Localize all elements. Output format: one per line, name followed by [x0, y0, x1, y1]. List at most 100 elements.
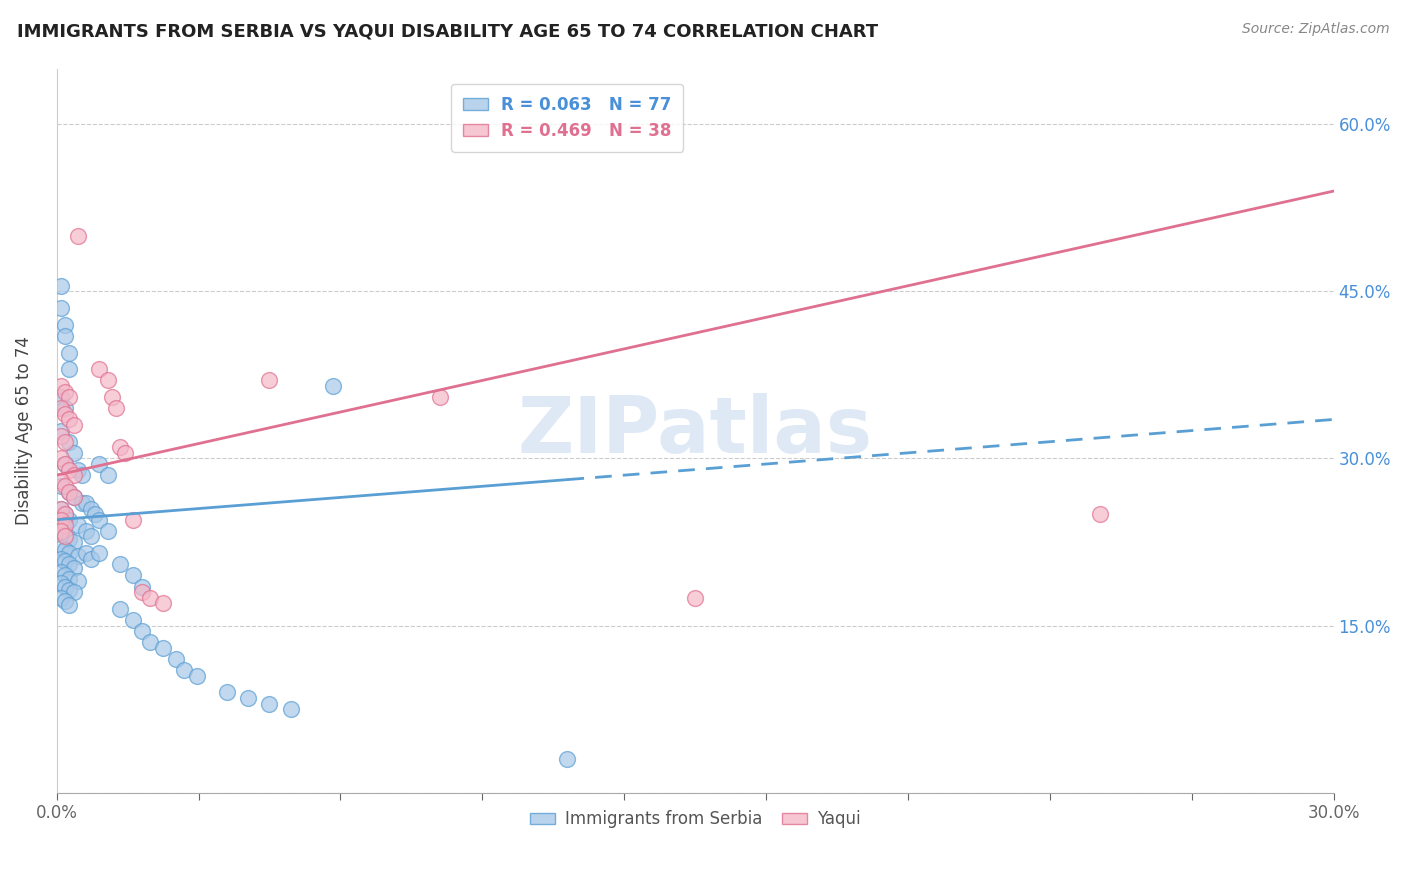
Point: [683, 591, 706, 605]
Point: [429, 390, 451, 404]
Point: [49, 401, 72, 416]
Point: [62, 535, 84, 549]
Point: [58, 513, 80, 527]
Point: [62, 446, 84, 460]
Point: [131, 624, 153, 639]
Point: [58, 484, 80, 499]
Point: [70, 468, 93, 483]
Point: [131, 580, 153, 594]
Point: [97, 374, 120, 388]
Point: [53, 518, 76, 533]
Legend: Immigrants from Serbia, Yaqui: Immigrants from Serbia, Yaqui: [523, 804, 868, 835]
Point: [58, 345, 80, 359]
Point: [53, 542, 76, 557]
Point: [49, 301, 72, 315]
Point: [53, 457, 76, 471]
Point: [186, 668, 208, 682]
Point: [66, 228, 89, 243]
Point: [114, 446, 136, 460]
Point: [122, 513, 145, 527]
Point: [49, 429, 72, 443]
Point: [53, 594, 76, 608]
Text: IMMIGRANTS FROM SERBIA VS YAQUI DISABILITY AGE 65 TO 74 CORRELATION CHART: IMMIGRANTS FROM SERBIA VS YAQUI DISABILI…: [17, 22, 877, 40]
Point: [66, 574, 89, 588]
Point: [139, 591, 162, 605]
Point: [53, 507, 76, 521]
Text: Source: ZipAtlas.com: Source: ZipAtlas.com: [1241, 22, 1389, 37]
Point: [49, 278, 72, 293]
Point: [49, 479, 72, 493]
Point: [53, 384, 76, 399]
Point: [280, 702, 302, 716]
Point: [53, 568, 76, 582]
Point: [238, 690, 260, 705]
Point: [58, 390, 80, 404]
Point: [53, 434, 76, 449]
Point: [97, 468, 120, 483]
Point: [557, 752, 579, 766]
Point: [322, 379, 344, 393]
Point: [58, 599, 80, 613]
Point: [66, 549, 89, 564]
Point: [152, 640, 174, 655]
Point: [49, 474, 72, 488]
Point: [58, 434, 80, 449]
Point: [53, 554, 76, 568]
Point: [53, 529, 76, 543]
Point: [1088, 507, 1111, 521]
Point: [75, 496, 97, 510]
Point: [58, 558, 80, 572]
Point: [53, 479, 76, 493]
Point: [58, 412, 80, 426]
Point: [110, 440, 132, 454]
Point: [75, 546, 97, 560]
Point: [58, 572, 80, 586]
Point: [49, 451, 72, 466]
Point: [62, 491, 84, 505]
Point: [62, 468, 84, 483]
Point: [110, 602, 132, 616]
Point: [75, 524, 97, 538]
Point: [259, 697, 281, 711]
Point: [173, 663, 195, 677]
Point: [62, 417, 84, 432]
Point: [58, 546, 80, 560]
Point: [79, 501, 101, 516]
Point: [101, 390, 124, 404]
Point: [79, 529, 101, 543]
Point: [49, 551, 72, 566]
Point: [58, 532, 80, 546]
Point: [89, 457, 111, 471]
Point: [66, 518, 89, 533]
Point: [79, 551, 101, 566]
Point: [110, 558, 132, 572]
Point: [49, 379, 72, 393]
Point: [53, 529, 76, 543]
Point: [53, 401, 76, 416]
Point: [49, 424, 72, 438]
Point: [53, 457, 76, 471]
Point: [58, 462, 80, 476]
Point: [89, 513, 111, 527]
Point: [49, 541, 72, 555]
Point: [58, 362, 80, 376]
Point: [53, 329, 76, 343]
Point: [62, 585, 84, 599]
Point: [62, 491, 84, 505]
Point: [53, 407, 76, 421]
Point: [259, 374, 281, 388]
Point: [131, 585, 153, 599]
Point: [49, 576, 72, 591]
Point: [53, 318, 76, 332]
Point: [84, 507, 107, 521]
Point: [49, 591, 72, 605]
Point: [49, 513, 72, 527]
Point: [70, 496, 93, 510]
Point: [53, 507, 76, 521]
Point: [215, 685, 238, 699]
Point: [49, 501, 72, 516]
Point: [139, 635, 162, 649]
Point: [49, 501, 72, 516]
Point: [152, 596, 174, 610]
Point: [122, 568, 145, 582]
